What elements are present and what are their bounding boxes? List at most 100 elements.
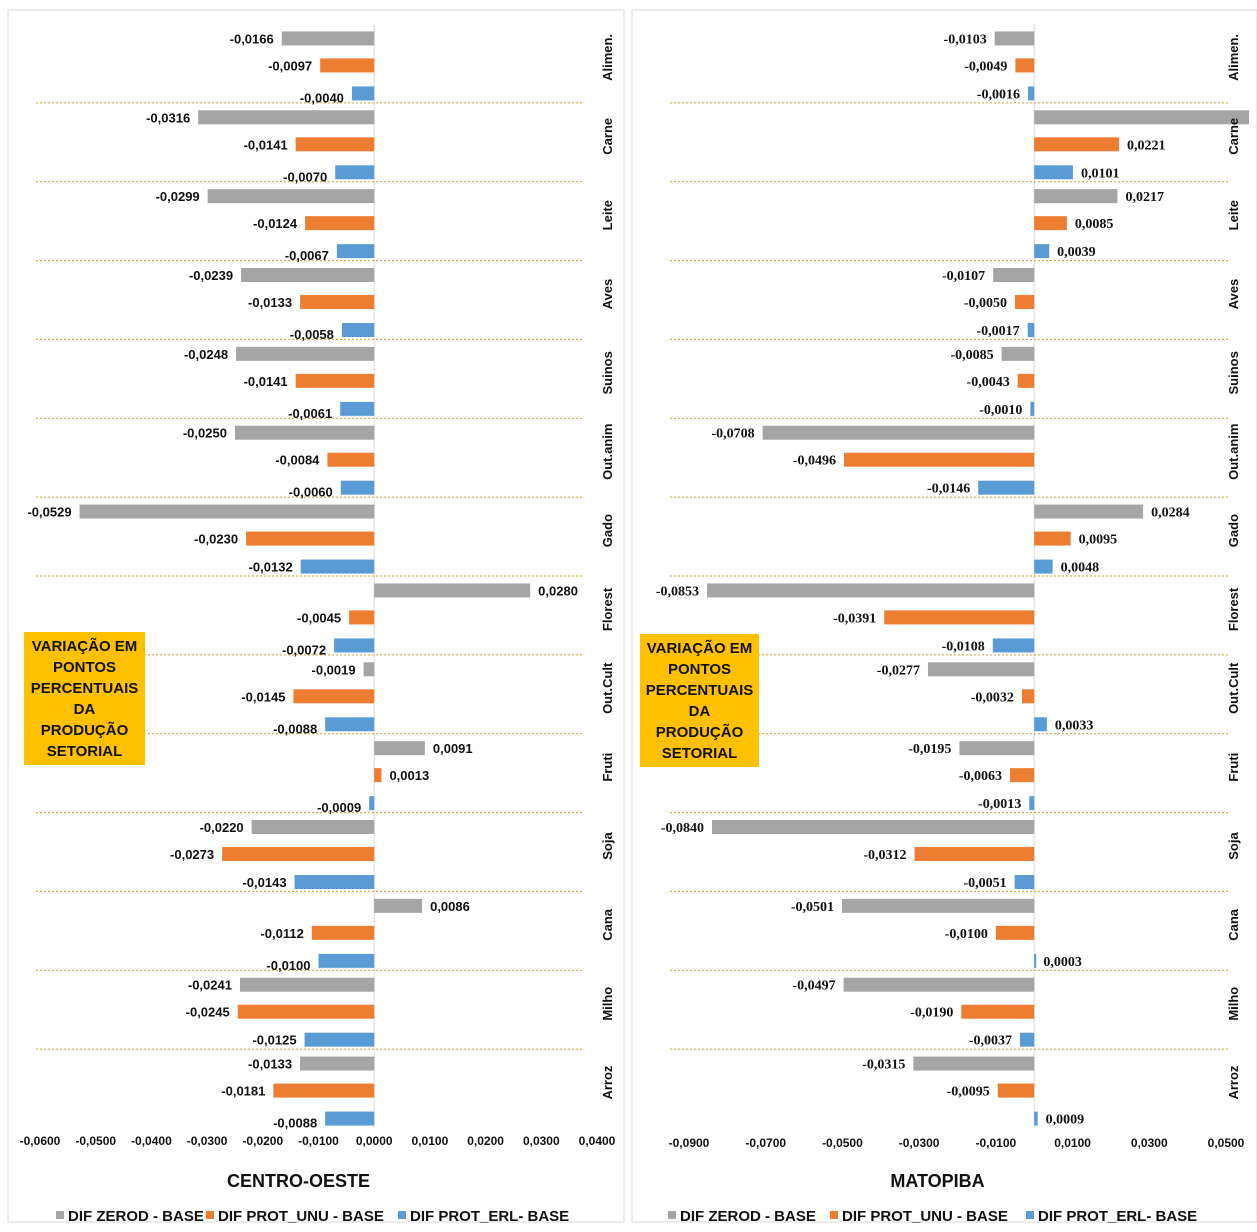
bar — [1017, 373, 1035, 388]
data-label: -0,0013 — [978, 797, 1021, 812]
bar — [1021, 689, 1035, 704]
bar — [318, 953, 375, 968]
bar — [222, 847, 375, 861]
bar — [884, 610, 1035, 625]
data-label: -0,0100 — [945, 927, 988, 942]
data-label: 0,0101 — [1081, 166, 1120, 181]
bar — [374, 583, 531, 598]
data-label: -0,0708 — [711, 427, 754, 442]
data-label: -0,0061 — [288, 406, 332, 421]
data-label: 0,0039 — [1057, 245, 1096, 260]
category-label: Alimen. — [600, 34, 615, 81]
category-label: Arroz — [600, 1065, 615, 1099]
bar — [1015, 295, 1035, 309]
x-tick-label: -0,0700 — [745, 1136, 786, 1150]
data-label: -0,0124 — [253, 216, 298, 231]
data-label: -0,0112 — [260, 926, 303, 941]
data-label: -0,0230 — [194, 532, 238, 547]
data-label: -0,0840 — [661, 821, 704, 836]
bar — [1034, 165, 1073, 180]
bar — [341, 323, 375, 337]
data-label: -0,0049 — [964, 59, 1007, 74]
legend-swatch — [668, 1211, 676, 1219]
data-label: -0,0239 — [189, 268, 233, 283]
bar — [1010, 768, 1035, 783]
bar — [320, 58, 375, 73]
data-label: 0,0095 — [1079, 533, 1118, 548]
data-label: -0,0146 — [927, 482, 970, 497]
bar — [251, 820, 375, 834]
data-label: -0,0017 — [977, 324, 1020, 339]
bar — [325, 1111, 375, 1126]
data-label: -0,0190 — [910, 1006, 953, 1021]
legend-entry: DIF PROT_ERL- BASE — [410, 1208, 569, 1225]
bar — [374, 898, 423, 913]
data-label: -0,0070 — [283, 169, 327, 184]
data-label: -0,0166 — [230, 31, 274, 46]
annotation-box — [24, 632, 145, 765]
bar — [707, 583, 1035, 598]
data-label: -0,0133 — [248, 295, 292, 310]
data-label: -0,0312 — [863, 848, 906, 863]
annotation-text: VARIAÇÃO EM — [32, 637, 138, 655]
category-label: Milho — [600, 987, 615, 1021]
data-label: -0,0084 — [275, 453, 320, 468]
legend-entry: DIF ZEROD - BASE — [680, 1208, 816, 1225]
bar — [305, 216, 375, 231]
bar — [369, 796, 375, 811]
bar — [1020, 1032, 1035, 1047]
bar — [978, 480, 1035, 495]
bar — [959, 741, 1035, 756]
data-label: -0,0496 — [793, 454, 836, 469]
bar — [1028, 86, 1035, 101]
bar — [349, 610, 375, 625]
bar — [712, 820, 1035, 834]
bar — [961, 1004, 1035, 1019]
bar — [327, 452, 375, 467]
category-label: Out.anim — [600, 424, 615, 480]
chart-frame — [7, 9, 625, 1223]
bar — [914, 847, 1035, 861]
data-label: -0,0132 — [249, 560, 293, 575]
bar — [1034, 244, 1050, 259]
data-label: -0,0501 — [791, 900, 834, 915]
data-label: -0,0088 — [273, 1116, 317, 1131]
legend-swatch — [830, 1211, 838, 1219]
bar — [363, 662, 375, 677]
bar — [1034, 717, 1047, 732]
x-tick-label: 0,0300 — [523, 1134, 560, 1148]
legend-swatch — [398, 1211, 406, 1219]
data-label: -0,0058 — [290, 327, 334, 342]
bar — [843, 977, 1035, 992]
data-label: -0,0050 — [964, 296, 1007, 311]
annotation-text: VARIAÇÃO EM — [647, 639, 753, 657]
bar — [207, 189, 375, 204]
legend-entry: DIF PROT_UNU - BASE — [218, 1208, 384, 1225]
data-label: 0,0009 — [1046, 1113, 1085, 1128]
data-label: -0,0063 — [959, 769, 1002, 784]
data-label: -0,0195 — [908, 742, 951, 757]
bar — [294, 875, 375, 889]
x-tick-label: -0,0500 — [75, 1134, 116, 1148]
data-label: 0,0091 — [433, 741, 473, 756]
bar — [300, 295, 375, 309]
bar — [241, 268, 375, 282]
bar — [374, 741, 425, 756]
annotation-text: PRODUÇÃO — [656, 723, 744, 741]
x-tick-label: 0,0500 — [1208, 1136, 1245, 1150]
panel-centro-oeste: -0,0166 -0,0097 -0,0040 Alimen. -0,0316 -0,01… — [7, 9, 625, 1225]
x-tick-label: 0,0300 — [1131, 1136, 1168, 1150]
x-tick-label: -0,0600 — [20, 1134, 61, 1148]
category-label: Carne — [600, 118, 615, 155]
bar — [913, 1056, 1035, 1071]
bar — [1015, 58, 1035, 73]
bar — [300, 559, 375, 574]
category-label: Suinos — [1226, 351, 1241, 394]
category-label: Out.Cult — [600, 662, 615, 714]
bar — [994, 31, 1035, 46]
data-label: -0,0273 — [170, 847, 214, 862]
category-label: Carne — [1226, 118, 1241, 155]
bar — [79, 504, 375, 519]
data-label: 0,0033 — [1055, 718, 1094, 733]
bar — [325, 717, 375, 732]
